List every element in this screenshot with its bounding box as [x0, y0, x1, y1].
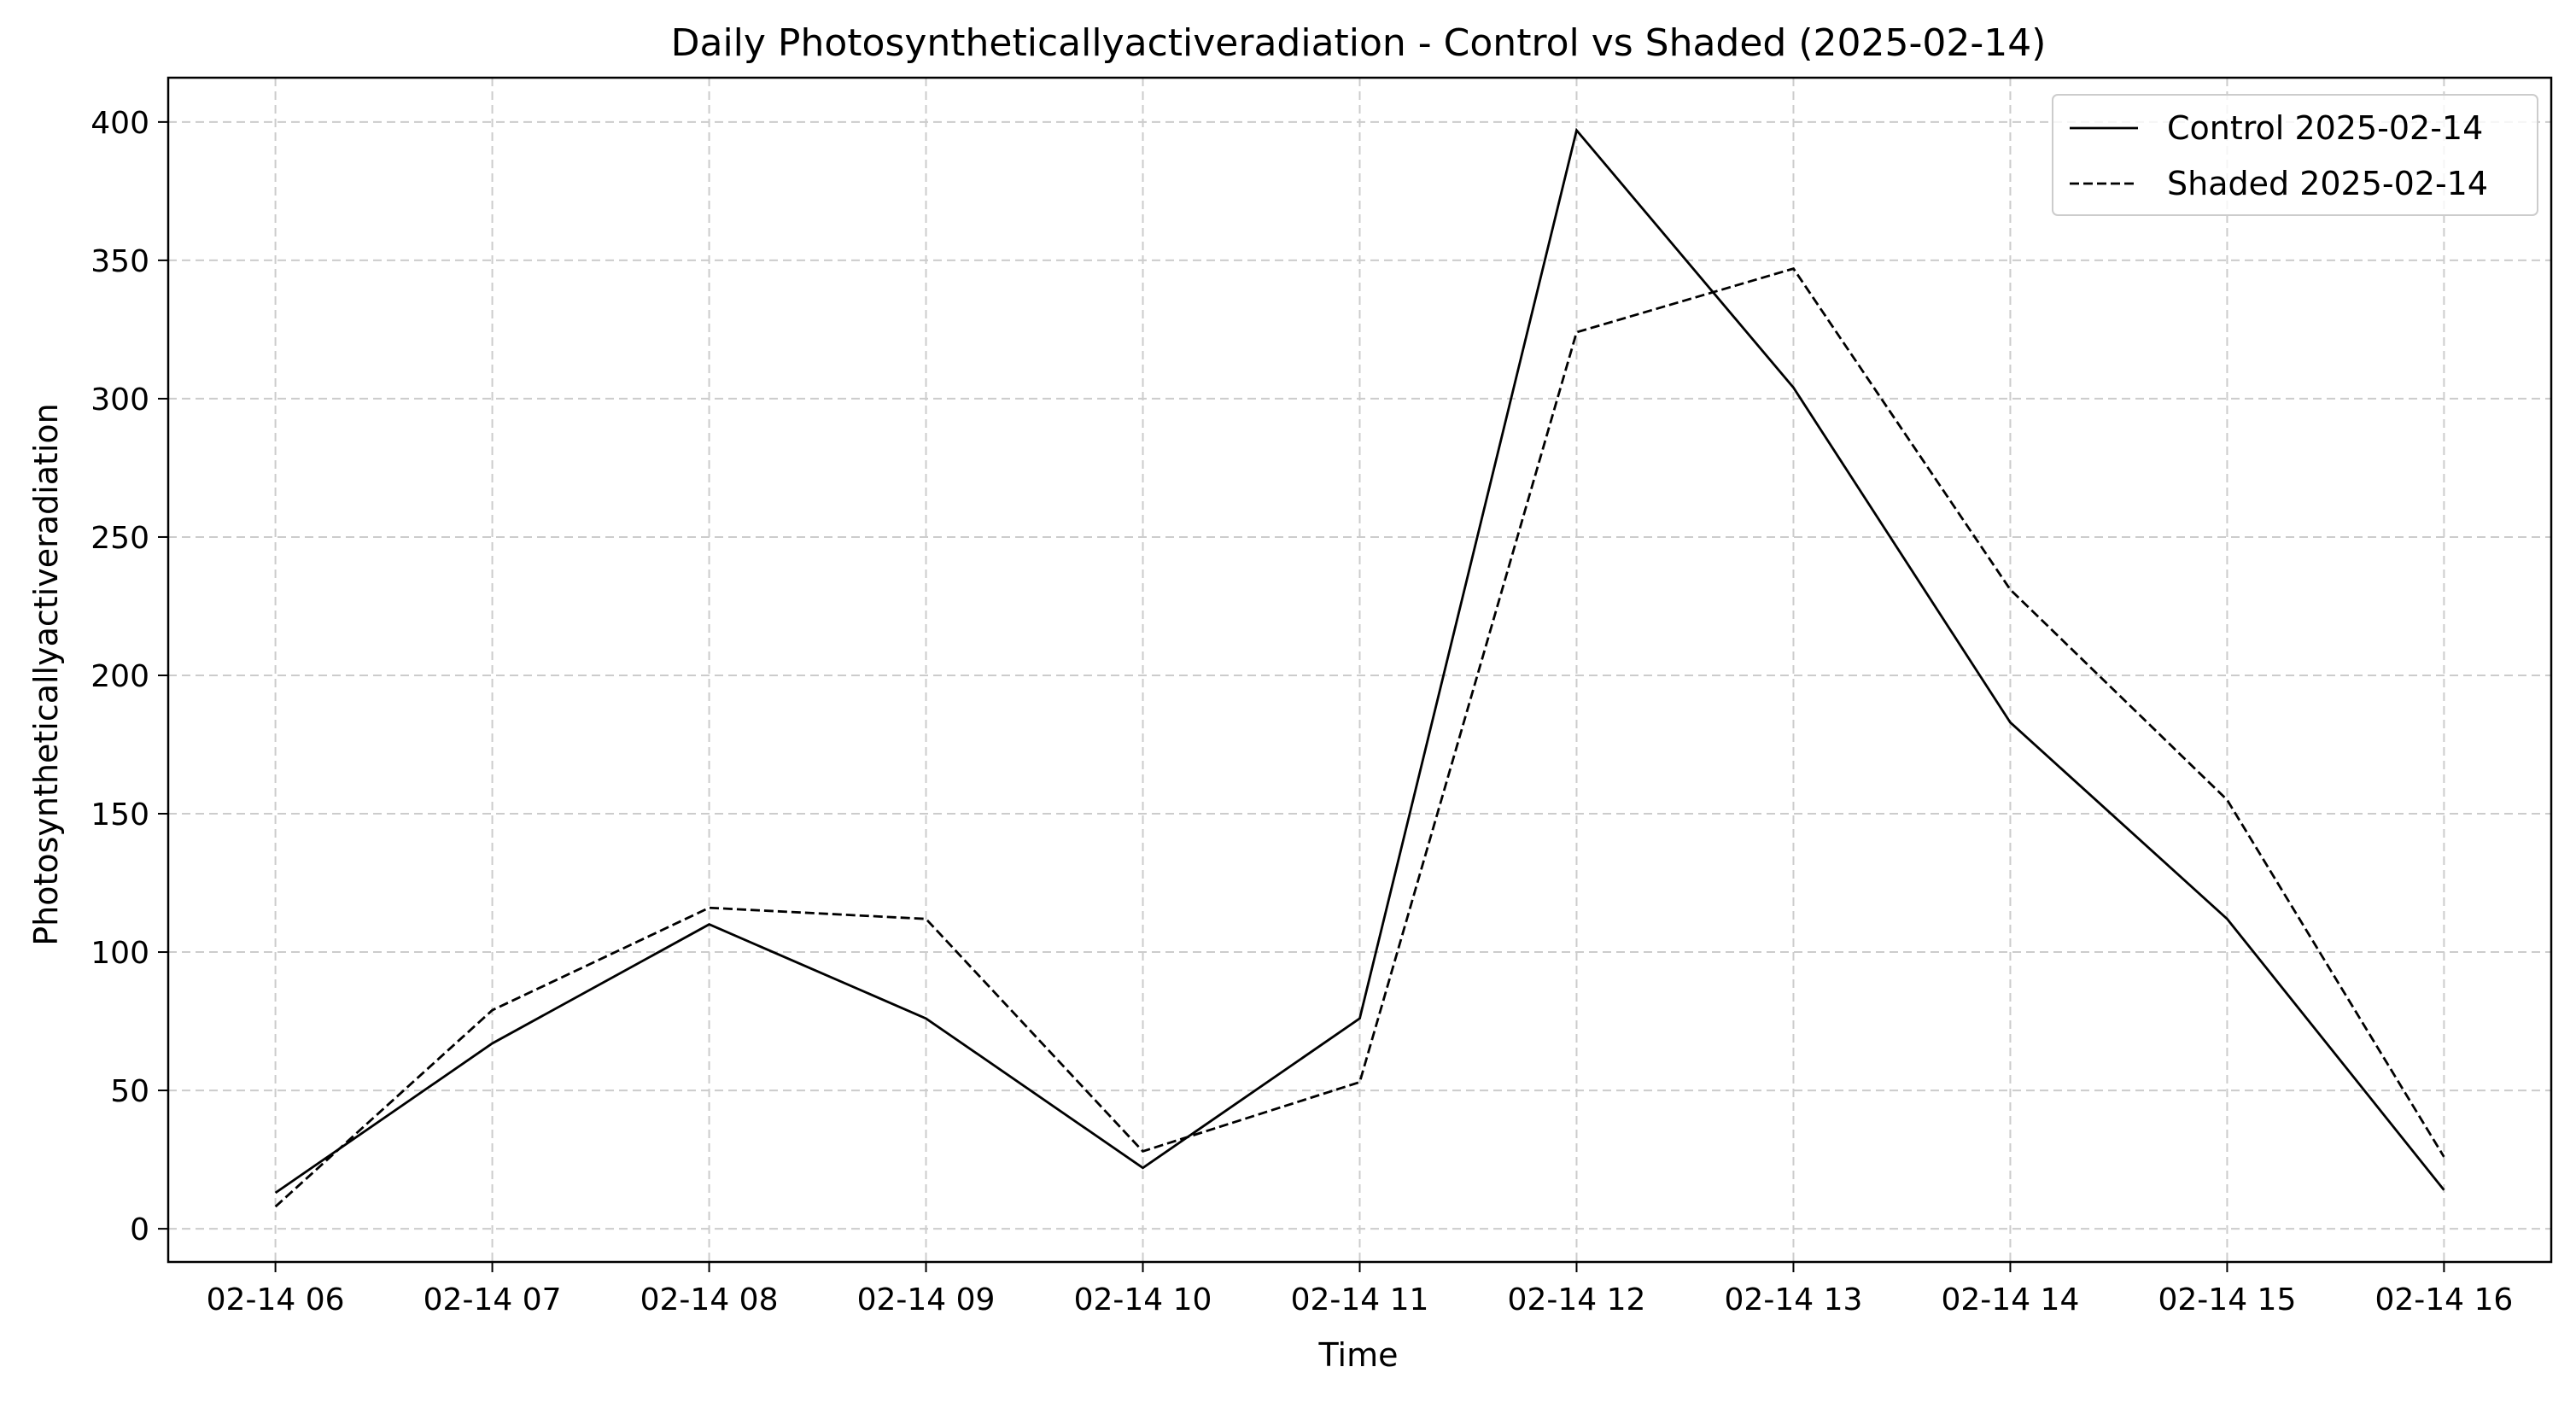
x-tick-label: 02-14 07 — [423, 1282, 562, 1317]
x-tick-label: 02-14 10 — [1074, 1282, 1212, 1317]
y-tick-label: 50 — [110, 1074, 149, 1109]
y-axis-label: Photosyntheticallyactiveradiation — [27, 403, 65, 946]
chart-title: Daily Photosyntheticallyactiveradiation … — [671, 21, 2047, 65]
y-tick-label: 100 — [91, 936, 149, 971]
legend-label: Shaded 2025-02-14 — [2167, 165, 2488, 202]
series-line-shaded — [274, 266, 2445, 1208]
x-axis-label: Time — [1318, 1336, 1399, 1374]
legend-box — [2052, 94, 2538, 216]
x-tick-label: 02-14 08 — [640, 1282, 779, 1317]
grid-lines — [168, 78, 2551, 1262]
x-tick-label: 02-14 09 — [857, 1282, 996, 1317]
x-tick-label: 02-14 12 — [1508, 1282, 1646, 1317]
y-tick-label: 300 — [91, 383, 149, 418]
y-tick-label: 200 — [91, 659, 149, 694]
series-line-control — [274, 127, 2445, 1195]
x-tick-label: 02-14 11 — [1291, 1282, 1429, 1317]
series-lines — [274, 127, 2445, 1208]
x-axis-ticks: 02-14 06 02-14 07 02-14 08 02-14 09 02-14 10… — [207, 1262, 2513, 1317]
x-tick-label: 02-14 06 — [207, 1282, 345, 1317]
x-tick-label: 02-14 15 — [2158, 1282, 2296, 1317]
y-tick-label: 400 — [91, 106, 149, 141]
x-tick-label: 02-14 14 — [1942, 1282, 2080, 1317]
x-tick-label: 02-14 13 — [1725, 1282, 1863, 1317]
y-tick-label: 0 — [130, 1212, 149, 1247]
legend: Control 2025-02-14 Shaded 2025-02-14 — [2052, 94, 2538, 216]
y-axis-ticks: 0 50 100 150 200 250 300 350 400 — [91, 106, 168, 1247]
x-tick-label: 02-14 16 — [2374, 1282, 2513, 1317]
y-tick-label: 250 — [91, 521, 149, 556]
y-tick-label: 150 — [91, 797, 149, 832]
legend-label: Control 2025-02-14 — [2167, 109, 2483, 147]
y-tick-label: 350 — [91, 244, 149, 279]
